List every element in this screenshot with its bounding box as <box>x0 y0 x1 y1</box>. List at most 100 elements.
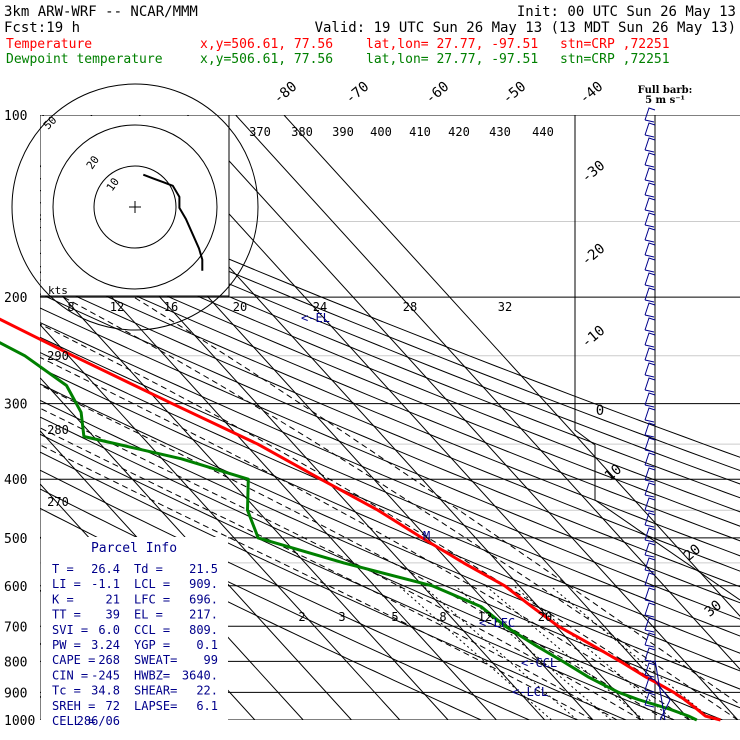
wind-barb <box>644 317 656 333</box>
parcel-info-cell: PW = <box>52 638 81 652</box>
parcel-info-cell: CELL = <box>52 714 95 728</box>
parcel-info-cell: SVI = <box>52 623 88 637</box>
right-frame <box>574 115 740 601</box>
theta-label: 430 <box>489 125 511 139</box>
wind-barb <box>644 422 656 438</box>
data-series <box>0 317 721 722</box>
wind-barb <box>644 677 656 693</box>
isotherm-line <box>40 217 497 720</box>
dewpoint-stn: stn=CRP ,72251 <box>560 52 670 67</box>
full-barb-title: Full barb: <box>638 85 693 96</box>
isotherm-line <box>138 115 690 720</box>
isotherm-label: -20 <box>579 241 609 270</box>
pressure-tick-label: 100 <box>4 109 27 124</box>
pressure-tick-label: 500 <box>4 532 27 547</box>
dewpoint-line <box>0 341 698 722</box>
parcel-info-cell: CIN = <box>52 668 88 682</box>
parcel-info-cell: 21 <box>106 592 120 606</box>
theta-low-label: 290 <box>47 349 69 363</box>
full-barb-value: 5 m s⁻¹ <box>645 95 685 106</box>
wind-barb <box>644 122 656 138</box>
wind-barb <box>644 692 656 708</box>
grid-lines <box>40 115 740 720</box>
dry-adiabat-line <box>40 293 740 588</box>
wind-barb <box>644 602 656 618</box>
dry-adiabat-line <box>40 321 740 620</box>
isotherm-label: -30 <box>579 158 609 187</box>
mixing-ratio-label: 8 <box>439 610 446 624</box>
dry-adiabat-line <box>40 201 740 485</box>
wind-barb <box>644 182 656 198</box>
dewpoint-xy: x,y=506.61, 77.56 <box>200 52 333 67</box>
temperature-latlon: lat,lon= 27.77, -97.51 <box>366 37 538 52</box>
temperature-line <box>0 317 721 722</box>
parcel-info-table: T = 26.4 Td = 21.5 LI = -1.1 LCL = 909. K = 21 LFC… <box>52 562 218 728</box>
wind-barb <box>644 512 656 528</box>
lcl-annotation: <-LCL <box>512 685 548 699</box>
parcel-info-cell: 3640. <box>182 668 218 682</box>
hodograph-speed-label: 12 <box>110 300 124 314</box>
isotherm-line <box>235 115 740 670</box>
pressure-tick-label: 600 <box>4 580 27 595</box>
moist-adiabat-line <box>63 296 739 720</box>
fcst-value: 19 h <box>46 20 80 36</box>
temperature-stn: stn=CRP ,72251 <box>560 37 670 52</box>
mixing-ratio-label: 5 <box>391 610 398 624</box>
wind-barbs <box>644 107 671 721</box>
isotherm-label: -40 <box>577 79 607 108</box>
parcel-info-cell: 26.4 <box>91 562 120 576</box>
wind-barb <box>644 362 656 378</box>
parcel-info-cell: 268 <box>98 653 120 667</box>
isotherm-label: -10 <box>579 323 609 352</box>
parcel-info-cell: LFC = <box>134 592 170 606</box>
dry-adiabat-line <box>40 214 740 499</box>
isotherm-label: 30 <box>702 597 725 620</box>
mixing-ratio-label: 20 <box>538 610 552 624</box>
mixing-ratio-label: 12 <box>478 610 492 624</box>
dewpoint-latlon: lat,lon= 27.77, -97.51 <box>366 52 538 67</box>
parcel-info-cell: YGP = <box>134 638 170 652</box>
mixing-ratio-label: 3 <box>338 610 345 624</box>
wind-barb <box>644 527 656 543</box>
mixing-ratio-line <box>454 585 612 720</box>
parcel-info-cell: -1.1 <box>91 577 120 591</box>
dry-adiabat-line <box>40 189 740 472</box>
wind-barb <box>644 152 656 168</box>
parcel-info-cell: 6.1 <box>196 699 218 713</box>
isotherm-line <box>283 115 740 617</box>
fcst-label: Fcst: <box>4 20 46 36</box>
theta-label: 420 <box>448 125 470 139</box>
hodograph-ring-label: 20 <box>84 153 102 171</box>
pressure-tick-label: 900 <box>4 686 27 701</box>
wind-barb <box>644 482 656 498</box>
parcel-info-cell: 809. <box>189 623 218 637</box>
temperature-xy: x,y=506.61, 77.56 <box>200 37 333 52</box>
init-time: Init: 00 UTC Sun 26 May 13 <box>517 4 736 20</box>
pressure-tick-label: 1000 <box>4 714 35 729</box>
hodograph-speed-label: 16 <box>164 300 178 314</box>
dry-adiabat-line <box>40 307 740 604</box>
parcel-info-cell: CAPE = <box>52 653 95 667</box>
dry-adiabat-line <box>40 177 740 458</box>
dry-adiabat-line <box>40 226 740 513</box>
parcel-info-cell: 3.24 <box>91 638 120 652</box>
parcel-info-cell: 217. <box>189 608 218 622</box>
pressure-tick-label: 800 <box>4 655 27 670</box>
theta-label: 370 <box>249 125 271 139</box>
moist-adiabat-line <box>40 444 594 720</box>
theta-label: 400 <box>370 125 392 139</box>
theta-label: 410 <box>409 125 431 139</box>
dry-adiabat-line <box>40 433 675 720</box>
pressure-tick-label: 400 <box>4 473 27 488</box>
dry-adiabat-line <box>40 336 740 637</box>
isotherm-label: -70 <box>343 79 373 108</box>
dry-adiabat-line <box>40 351 740 654</box>
moist-adiabat-line <box>40 323 715 720</box>
parcel-info-cell: Td = <box>134 562 163 576</box>
parcel-info-title: Parcel Info <box>91 541 177 556</box>
wind-barb <box>644 272 656 288</box>
hodograph-kts-label: kts <box>48 284 68 297</box>
isotherm-line <box>186 115 739 720</box>
wind-barb <box>644 227 656 243</box>
